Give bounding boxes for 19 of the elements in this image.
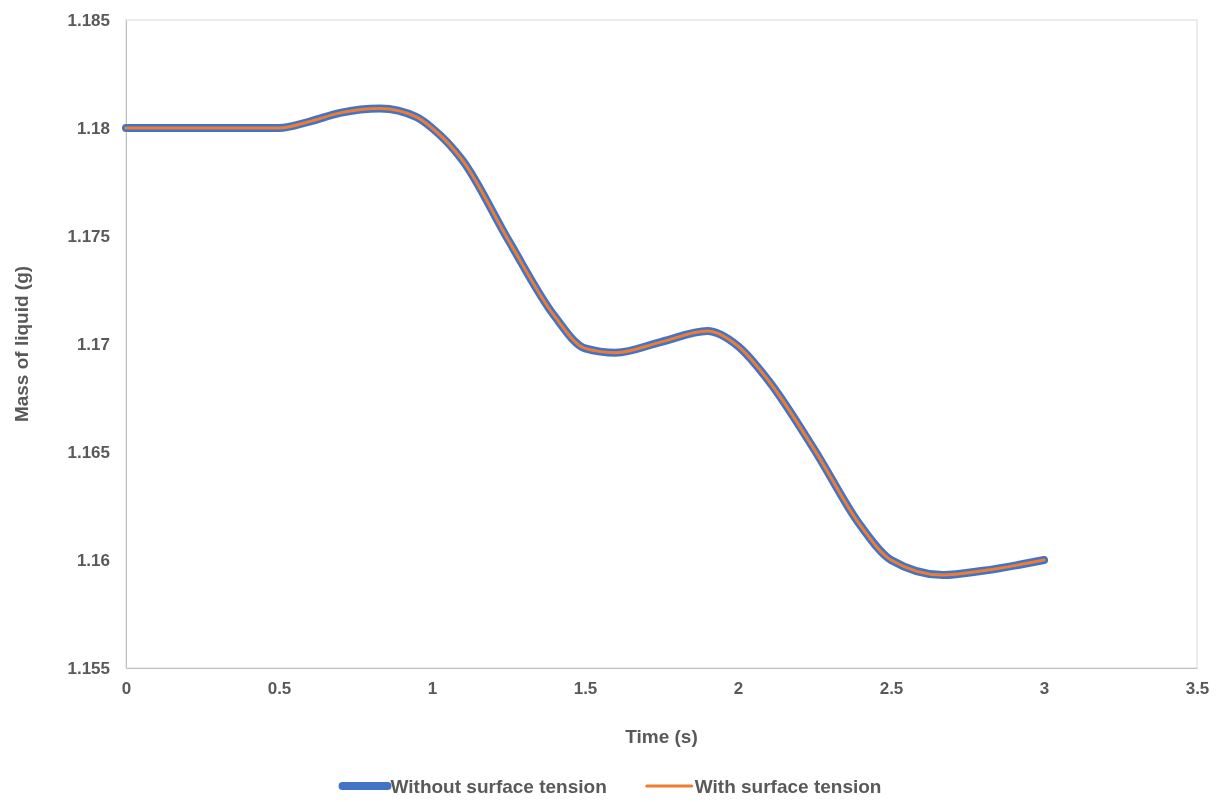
x-tick-label: 3.5 <box>1185 679 1210 699</box>
x-tick-label: 0.5 <box>267 679 292 699</box>
x-tick-label: 2 <box>733 679 744 699</box>
y-tick-label: 1.17 <box>76 334 110 354</box>
y-tick-label: 1.165 <box>67 442 110 462</box>
x-tick-label: 1 <box>427 679 438 699</box>
y-tick-label: 1.175 <box>67 226 110 246</box>
legend-label: With surface tension <box>694 776 882 797</box>
y-tick-label: 1.16 <box>76 550 110 570</box>
legend-label: Without surface tension <box>390 776 607 797</box>
y-tick-label: 1.185 <box>67 10 110 30</box>
y-tick-label: 1.18 <box>76 118 110 138</box>
y-tick-label: 1.155 <box>67 658 110 678</box>
x-tick-label: 3 <box>1039 679 1050 699</box>
y-axis-title: Mass of liquid (g) <box>11 265 32 423</box>
x-tick-label: 1.5 <box>573 679 598 699</box>
x-tick-label: 2.5 <box>879 679 904 699</box>
x-tick-label: 0 <box>121 679 132 699</box>
x-axis-title: Time (s) <box>625 726 698 747</box>
